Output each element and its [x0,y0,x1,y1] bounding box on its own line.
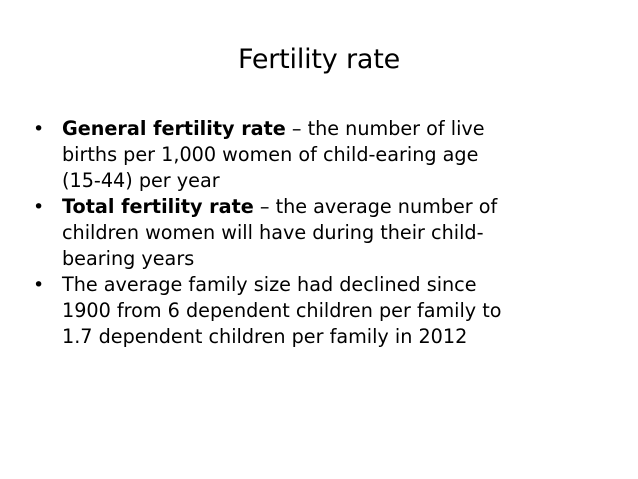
bullet-line: 1.7 dependent children per family in 201… [62,325,468,348]
bullet-total-fertility-rate: • Total fertility rate – the average num… [33,194,608,272]
bullet-icon: • [33,274,45,296]
bullet-icon: • [33,196,45,218]
bullet-term: Total fertility rate [62,195,254,218]
bullet-term: General fertility rate [62,117,286,140]
slide-title: Fertility rate [237,44,401,75]
bullet-icon: • [33,118,45,140]
bullet-line: General fertility rate – the number of l… [62,116,608,142]
bullet-family-size: • The average family size had declined s… [33,272,608,350]
bullet-general-fertility-rate: • General fertility rate – the number of… [33,116,608,194]
bullet-line: children women will have during their ch… [62,221,484,244]
bullet-line: The average family size had declined sin… [62,273,477,296]
bullet-text: – the number of live [285,117,485,140]
bullet-line: births per 1,000 women of child-earing a… [62,143,479,166]
bullet-line: Total fertility rate – the average numbe… [62,194,608,220]
bullet-line: (15-44) per year [62,169,220,192]
bullet-list: • General fertility rate – the number of… [33,116,608,350]
bullet-line: 1900 from 6 dependent children per famil… [62,299,502,322]
bullet-line: bearing years [62,247,195,270]
bullet-text: – the average number of [253,195,498,218]
